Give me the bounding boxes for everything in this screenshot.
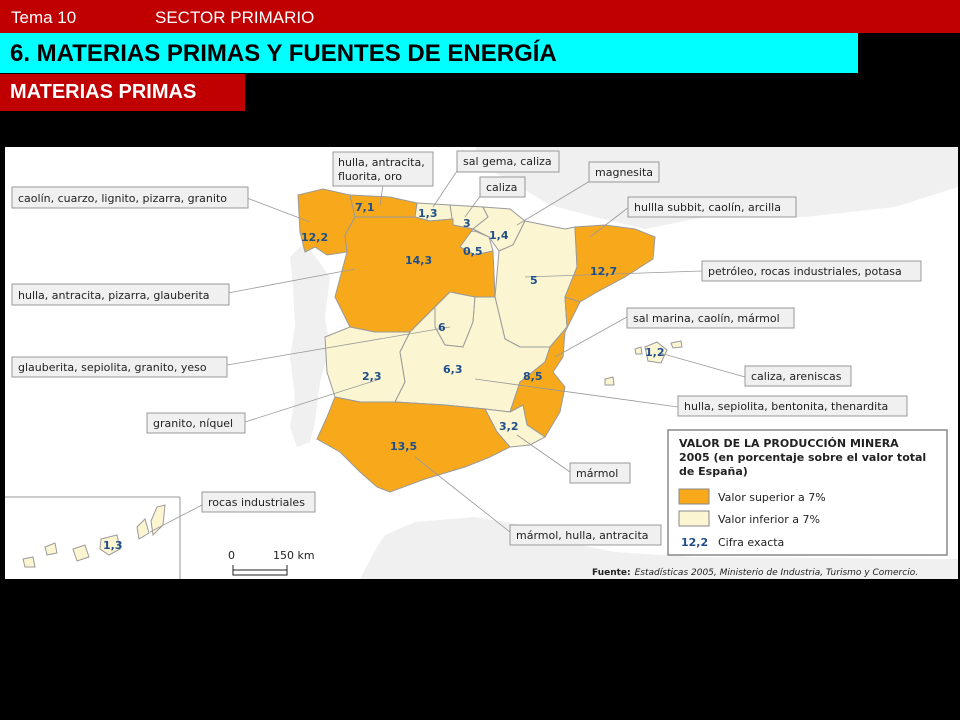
- title-bar: 6. MATERIAS PRIMAS Y FUENTES DE ENERGÍA: [0, 33, 858, 73]
- value-castilla-leon: 14,3: [405, 254, 432, 267]
- callout-baleares: caliza, areniscas: [751, 370, 842, 383]
- value-canarias: 1,3: [103, 539, 123, 552]
- value-aragon: 5: [530, 274, 538, 287]
- value-la-rioja: 0,5: [463, 245, 483, 258]
- region-andalucia: [316, 396, 511, 493]
- legend-below-label: Valor inferior a 7%: [718, 513, 820, 526]
- callout-extremadura: granito, níquel: [153, 417, 233, 430]
- region-canarias: [22, 504, 166, 568]
- value-baleares: 1,2: [645, 346, 665, 359]
- callout-madrid: glauberita, sepiolita, granito, yeso: [18, 361, 207, 374]
- callout-aragon: petróleo, rocas industriales, potasa: [708, 265, 902, 278]
- source-text: Estadísticas 2005, Ministerio de Industr…: [635, 568, 918, 578]
- callout-murcia: mármol: [576, 467, 618, 480]
- cabrera-island: [634, 346, 643, 355]
- legend-swatch-below: [678, 510, 710, 527]
- callout-pais-vasco: caliza: [486, 181, 517, 194]
- ibiza-island: [604, 376, 615, 386]
- source-prefix: Fuente:: [592, 568, 631, 578]
- region-extremadura: [324, 326, 411, 403]
- scale-bar: 0 150 km: [228, 549, 315, 576]
- legend-exact-label: Cifra exacta: [718, 536, 784, 549]
- source: Fuente: Estadísticas 2005, Ministerio de …: [592, 568, 918, 578]
- page-subtitle: MATERIAS PRIMAS: [10, 81, 197, 103]
- callout-navarra: magnesita: [595, 166, 653, 179]
- legend-title-3: de España): [679, 465, 748, 478]
- legend-title-2: 2005 (en porcentaje sobre el valor total: [679, 451, 926, 464]
- callout-asturias-line1: hulla, antracita,: [338, 156, 425, 169]
- portugal-land: [290, 242, 330, 447]
- callout-castilla-la-mancha: hulla, sepiolita, bentonita, thenardita: [684, 400, 888, 413]
- value-murcia: 3,2: [499, 420, 519, 433]
- value-castilla-la-mancha: 6,3: [443, 363, 463, 376]
- scale-max: 150 km: [273, 549, 315, 562]
- callouts: caolín, cuarzo, lignito, pizarra, granit…: [11, 150, 922, 546]
- value-pais-vasco: 3: [463, 217, 471, 230]
- value-cataluna: 12,7: [590, 265, 617, 278]
- callout-cantabria: sal gema, caliza: [463, 155, 552, 168]
- legend: VALOR DE LA PRODUCCIÓN MINERA 2005 (en p…: [667, 429, 948, 556]
- value-galicia: 12,2: [301, 231, 328, 244]
- value-andalucia: 13,5: [390, 440, 417, 453]
- value-madrid: 6: [438, 321, 446, 334]
- callout-asturias-line2: fluorita, oro: [338, 170, 402, 183]
- callout-galicia: caolín, cuarzo, lignito, pizarra, granit…: [18, 192, 227, 205]
- value-extremadura: 2,3: [362, 370, 382, 383]
- page-title: 6. MATERIAS PRIMAS Y FUENTES DE ENERGÍA: [10, 40, 557, 67]
- value-navarra: 1,4: [489, 229, 509, 242]
- legend-swatch-above: [678, 488, 710, 505]
- callout-castilla-leon: hulla, antracita, pizarra, glauberita: [18, 289, 210, 302]
- callout-andalucia: mármol, hulla, antracita: [516, 529, 649, 542]
- tema-label: Tema 10: [11, 8, 77, 27]
- legend-title-1: VALOR DE LA PRODUCCIÓN MINERA: [679, 437, 899, 450]
- regions: [297, 188, 656, 493]
- map-svg: 12,2 7,1 1,3 3 1,4 0,5 5 12,7 14,3 6 2,3…: [5, 147, 958, 579]
- mining-production-map: 12,2 7,1 1,3 3 1,4 0,5 5 12,7 14,3 6 2,3…: [5, 147, 958, 579]
- callout-comunidad-valenciana: sal marina, caolín, mármol: [633, 312, 780, 325]
- legend-exact-sample: 12,2: [681, 536, 708, 549]
- region-baleares: [644, 341, 668, 364]
- scale-zero: 0: [228, 549, 235, 562]
- legend-above-label: Valor superior a 7%: [718, 491, 826, 504]
- region-cataluna: [564, 224, 656, 303]
- menorca-island: [670, 340, 683, 349]
- callout-canarias: rocas industriales: [208, 496, 305, 509]
- leader-lines: [149, 170, 746, 533]
- callout-cataluna: hullla subbit, caolín, arcilla: [634, 201, 781, 214]
- value-labels: 12,2 7,1 1,3 3 1,4 0,5 5 12,7 14,3 6 2,3…: [103, 201, 665, 552]
- sector-label: SECTOR PRIMARIO: [155, 8, 315, 27]
- value-comunidad-valenciana: 8,5: [523, 370, 543, 383]
- value-cantabria: 1,3: [418, 207, 438, 220]
- top-bar: Tema 10 SECTOR PRIMARIO: [0, 0, 960, 33]
- subtitle-bar: MATERIAS PRIMAS: [0, 74, 245, 111]
- value-asturias: 7,1: [355, 201, 375, 214]
